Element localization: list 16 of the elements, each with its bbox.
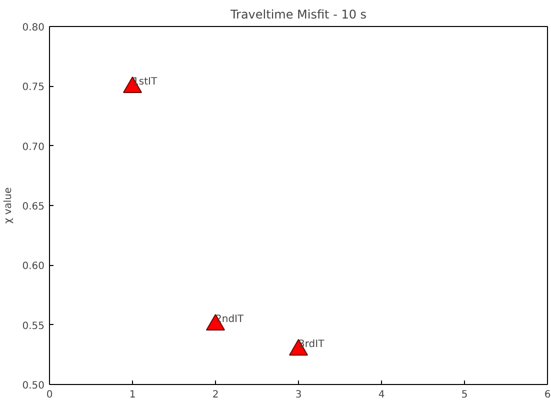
x-tick-label: 6 [544, 390, 551, 400]
x-tick-label: 0 [46, 390, 53, 400]
chart-title: Traveltime Misfit - 10 s [229, 8, 367, 22]
y-axis-title: χ value [3, 187, 14, 224]
y-tick-label: 0.60 [22, 261, 44, 272]
x-tick-label: 2 [212, 390, 219, 400]
x-tick-label: 5 [461, 390, 468, 400]
y-tick-label: 0.70 [22, 142, 44, 153]
x-tick-label: 3 [295, 390, 302, 400]
y-tick-label: 0.75 [22, 82, 44, 94]
y-tick-label: 0.55 [22, 320, 44, 332]
y-tick-label: 0.80 [22, 22, 44, 34]
x-tick-label: 1 [129, 390, 136, 400]
y-tick-label: 0.65 [22, 202, 44, 212]
y-tick-label: 0.50 [22, 380, 44, 392]
x-tick-label: 4 [378, 390, 385, 400]
